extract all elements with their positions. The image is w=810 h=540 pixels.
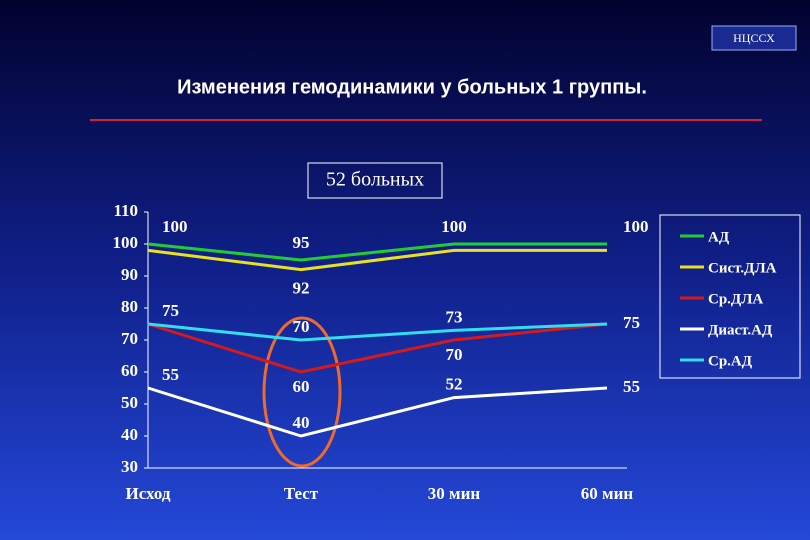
data-label: 55	[162, 365, 179, 384]
legend-box	[659, 214, 801, 379]
y-tick-label: 90	[121, 265, 138, 284]
y-tick-label: 70	[121, 329, 138, 348]
subtitle: 52 больных	[326, 169, 424, 191]
y-tick-label: 60	[121, 361, 138, 380]
x-tick-label: 30 мин	[428, 484, 481, 503]
y-tick-label: 110	[113, 201, 138, 220]
data-label: 95	[293, 233, 310, 252]
data-label: 100	[623, 217, 649, 236]
data-label: 70	[446, 345, 463, 364]
y-tick-label: 80	[121, 297, 138, 316]
series-line	[147, 248, 607, 272]
data-label: 75	[162, 301, 179, 320]
data-label: 60	[293, 377, 310, 396]
x-tick-label: Исход	[125, 484, 170, 503]
badge: НЦССХ	[733, 31, 775, 45]
series-line	[147, 322, 608, 374]
legend-label: Сист.ДЛА	[708, 260, 777, 276]
y-tick-label: 100	[113, 233, 139, 252]
data-label: 70	[293, 317, 310, 336]
y-tick-label: 40	[121, 425, 138, 444]
data-label: 75	[623, 313, 640, 332]
subtitle-box	[307, 162, 443, 199]
data-label: 100	[441, 217, 467, 236]
legend-label: Ср.ДЛА	[708, 291, 763, 307]
data-label: 92	[293, 279, 310, 298]
y-tick-label: 30	[121, 457, 138, 476]
legend-label: Диаст.АД	[708, 322, 773, 338]
data-label: 52	[446, 375, 463, 394]
series-line	[147, 322, 608, 342]
legend-label: АД	[708, 229, 730, 245]
legend-label: Ср.АД	[708, 353, 753, 369]
y-tick-label: 50	[121, 393, 138, 412]
x-tick-label: Тест	[284, 484, 319, 503]
highlight-ellipse	[262, 316, 342, 468]
series-line	[147, 242, 607, 262]
data-label: 40	[293, 413, 310, 432]
data-label: 73	[446, 307, 463, 326]
chart-title: Изменения гемодинамики у больных 1 групп…	[177, 76, 647, 98]
data-label: 100	[162, 217, 188, 236]
data-label: 55	[623, 377, 640, 396]
series-line	[147, 386, 608, 438]
badge-box	[711, 25, 797, 51]
x-tick-label: 60 мин	[581, 484, 634, 503]
